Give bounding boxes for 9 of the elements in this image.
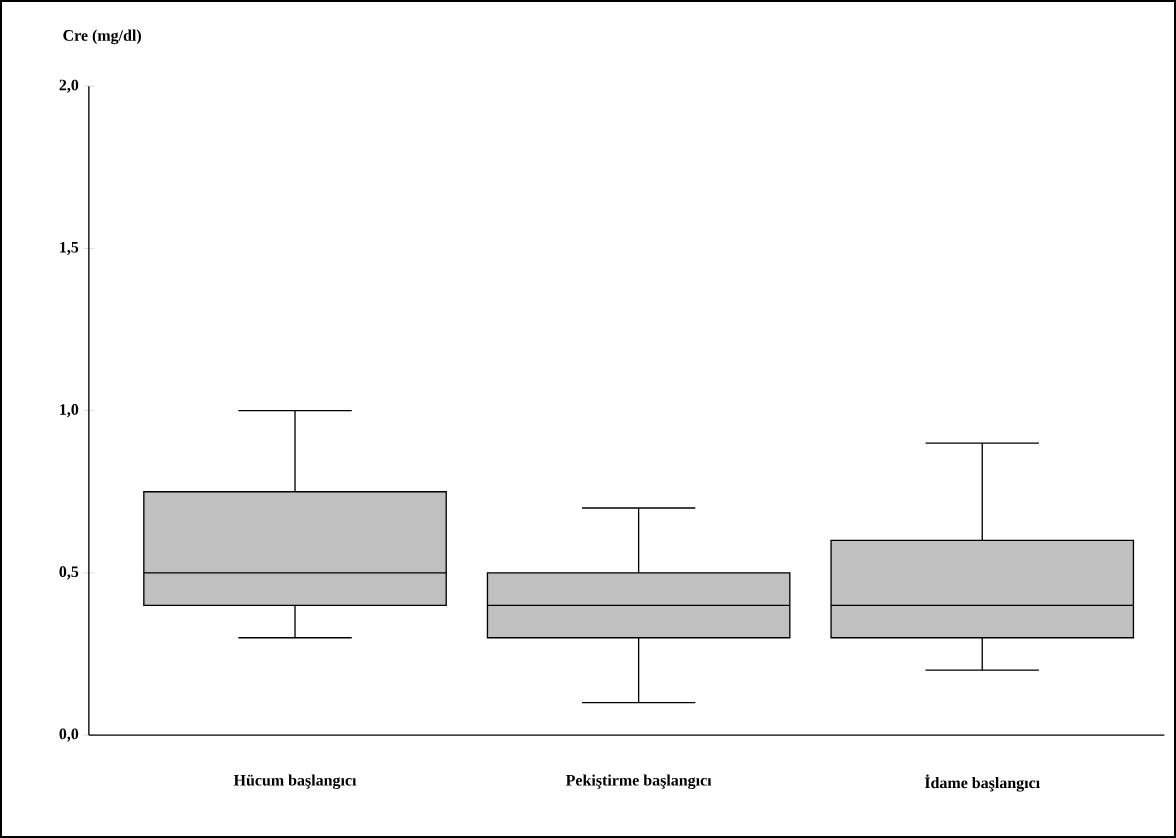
x-tick-label: Pekiştirme başlangıcı: [565, 774, 712, 790]
x-tick-label: İdame başlangıcı: [924, 774, 1040, 792]
y-tick-label: 0,0: [59, 728, 79, 742]
y-axis-title: Cre (mg/dl): [63, 29, 141, 45]
y-tick-label: 2,0: [59, 79, 79, 93]
x-tick-label: Hücum başlangıcı: [233, 774, 357, 790]
y-tick-label: 1,5: [60, 241, 79, 255]
y-tick-label: 0,5: [59, 566, 79, 580]
y-tick-label: 1,0: [60, 404, 79, 418]
